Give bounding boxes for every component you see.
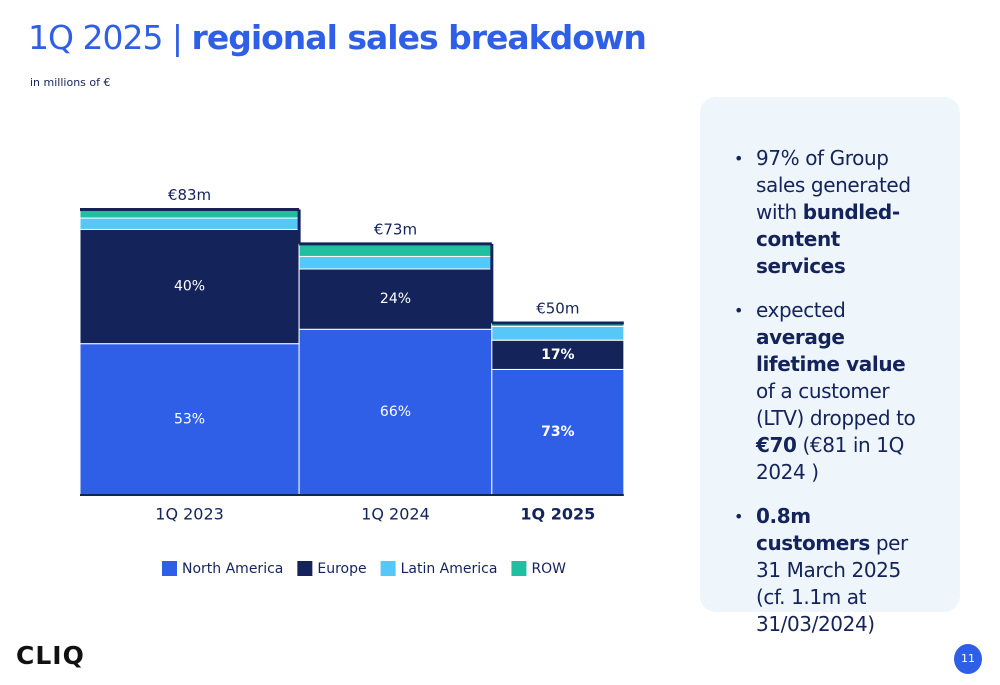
page-number: 11 xyxy=(954,644,982,674)
segment xyxy=(298,268,493,330)
segment xyxy=(79,228,300,345)
legend-label: Latin America xyxy=(401,561,498,577)
info-panel: 97% of Group sales generated with bundle… xyxy=(700,97,960,636)
category-label: 1Q 2025 xyxy=(520,505,595,524)
legend-label: Europe xyxy=(317,561,366,577)
segment xyxy=(491,325,625,341)
bullet-text: expected xyxy=(756,298,846,322)
bullet-text: (€81 in 1Q 2024 ) xyxy=(756,433,904,484)
legend-label: North America xyxy=(182,561,283,577)
logo: CLIQ xyxy=(16,641,85,670)
bullet-text: 0.8m customers xyxy=(756,504,870,555)
chart: 53% 40% €83m 1Q 2023 66% 24% €73m 1Q 2024 73% 17%… xyxy=(79,186,625,577)
segment-label: 17% xyxy=(541,347,575,363)
bullet: 0.8m customers per 31 March 2025 (cf. 1.… xyxy=(734,503,924,638)
bullet-text: bundled-content services xyxy=(756,200,900,278)
bullet: expected average lifetime value of a cus… xyxy=(734,297,924,486)
segment-label: 40% xyxy=(174,279,205,295)
segment xyxy=(298,255,493,270)
segment-label: 24% xyxy=(380,291,411,307)
total-label: €83m xyxy=(168,186,211,204)
bullet-text: average lifetime value xyxy=(756,325,906,376)
title-bold: regional sales breakdown xyxy=(191,18,647,57)
category-label: 1Q 2024 xyxy=(361,505,430,524)
segment-label: 53% xyxy=(174,411,205,427)
segment-label: 66% xyxy=(380,404,411,420)
segment xyxy=(79,217,300,230)
legend-label: ROW xyxy=(531,561,566,577)
bullet-text: of a customer (LTV) dropped to xyxy=(756,379,916,430)
title: 1Q 2025 | regional sales breakdown xyxy=(28,18,647,57)
bullet-text: 97% of Group sales generated with xyxy=(756,146,911,224)
segment-label: 73% xyxy=(541,424,575,440)
legend-swatch xyxy=(380,561,396,576)
segment xyxy=(298,243,493,257)
legend-swatch xyxy=(297,561,313,576)
category-label: 1Q 2023 xyxy=(155,505,224,524)
bullet-text: per 31 March 2025 (cf. 1.1m at 31/03/202… xyxy=(756,531,908,636)
title-light: 1Q 2025 | xyxy=(28,18,192,57)
legend-swatch xyxy=(511,561,527,576)
total-label: €73m xyxy=(374,220,417,238)
bullet-list: 97% of Group sales generated with bundle… xyxy=(734,145,924,655)
subtitle: in millions of € xyxy=(30,76,111,89)
legend-swatch xyxy=(162,561,177,576)
bullet: 97% of Group sales generated with bundle… xyxy=(734,145,924,280)
segment xyxy=(491,368,625,496)
total-label: €50m xyxy=(536,300,579,318)
bullet-text: €70 xyxy=(756,433,797,457)
